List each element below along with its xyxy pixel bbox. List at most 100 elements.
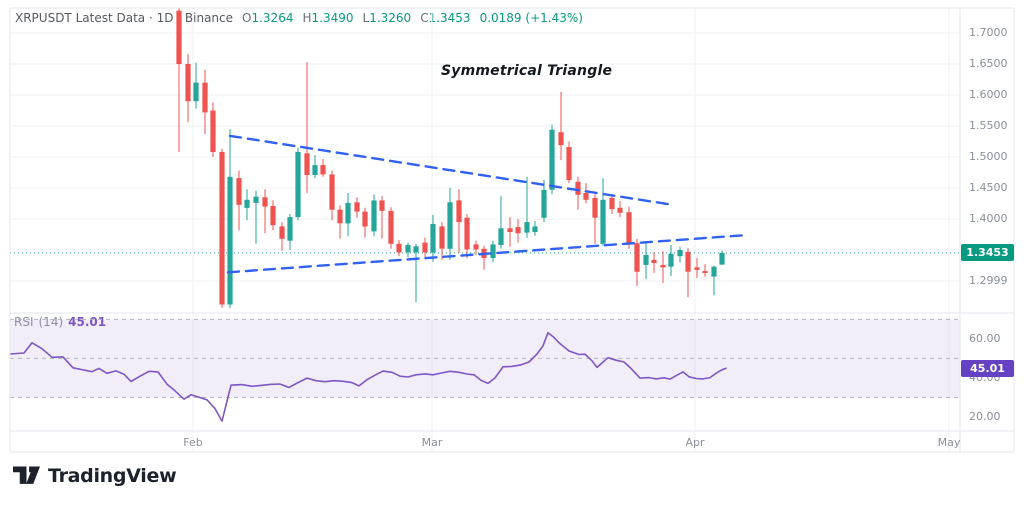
candle-body — [320, 165, 326, 175]
candle-body — [583, 193, 589, 200]
candle-body — [558, 132, 564, 146]
candle-body — [498, 228, 504, 245]
candle-body — [719, 252, 725, 265]
candle-body — [185, 64, 191, 102]
price-tick-label: 1.5500 — [969, 119, 1008, 132]
candle-body — [685, 251, 691, 272]
rsi-tick-label: 20.00 — [969, 410, 1001, 423]
candle-body — [295, 152, 301, 218]
candle-body — [464, 217, 470, 250]
candle-body — [304, 153, 310, 175]
candle-body — [677, 250, 683, 257]
ohlc-item: H 1.3490 — [302, 11, 354, 25]
rsi-value: 45.01 — [68, 315, 106, 329]
candle-body — [244, 199, 250, 208]
candle-body — [507, 228, 513, 232]
candle-body — [447, 202, 453, 249]
candle-body — [202, 82, 208, 113]
candle-body — [660, 264, 666, 268]
rsi-plot-line — [9, 331, 727, 422]
price-tick-label: 1.6000 — [969, 88, 1008, 101]
candle-body — [617, 207, 623, 213]
tradingview-footer[interactable]: TradingView — [13, 464, 177, 487]
month-label: May — [937, 436, 961, 449]
candle-body — [626, 212, 632, 244]
candle-body — [600, 199, 606, 244]
tradingview-logo-icon — [13, 466, 40, 484]
pattern-annotation: Symmetrical Triangle — [441, 63, 613, 79]
candle-body — [532, 226, 538, 232]
chart-border — [9, 7, 1015, 453]
rsi-name: RSI — [14, 315, 34, 329]
candle-body — [253, 196, 259, 203]
candle-body — [362, 211, 368, 227]
month-label: Mar — [421, 436, 443, 449]
rsi-legend[interactable]: RSI (14) 45.01 — [14, 315, 106, 329]
candle-body — [439, 226, 445, 249]
candle-body — [219, 152, 225, 305]
candle-body — [541, 189, 547, 218]
candle-body — [422, 242, 428, 253]
ohlc-item: L 1.3260 — [362, 11, 412, 25]
candle-body — [549, 129, 555, 190]
ohlc-item: C 1.3453 — [420, 11, 471, 25]
price-tick-label: 1.2999 — [969, 274, 1008, 287]
candle-body — [236, 178, 242, 205]
rsi-value-badge: 45.01 — [961, 360, 1014, 377]
candle-body — [388, 210, 394, 244]
candle-body — [694, 267, 700, 270]
price-tick-label: 1.7000 — [969, 26, 1008, 39]
price-tick-label: 1.4500 — [969, 181, 1008, 194]
candle-body — [430, 224, 436, 253]
candle-body — [668, 253, 674, 267]
candle-body — [643, 255, 649, 265]
rsi-tick-label: 60.00 — [969, 332, 1001, 345]
candle-body — [312, 165, 318, 175]
candle-body — [371, 200, 377, 232]
candle-body — [337, 209, 343, 224]
candle-body — [262, 197, 268, 207]
last-price-badge: 1.3453 — [961, 244, 1014, 261]
candle-body — [456, 200, 462, 223]
rsi-period: (14) — [39, 315, 64, 329]
candle-body — [515, 227, 521, 234]
candle-body — [354, 202, 360, 212]
price-tick-label: 1.5000 — [969, 150, 1008, 163]
month-label: Apr — [685, 436, 705, 449]
candle-body — [575, 181, 581, 195]
candle-body — [592, 197, 598, 218]
candle-body — [193, 82, 199, 102]
tradingview-brand-text: TradingView — [48, 464, 177, 487]
candle-body — [566, 147, 572, 180]
trendline-lower[interactable] — [226, 233, 748, 274]
candle-body — [287, 217, 293, 241]
candle-body — [651, 259, 657, 263]
candle-body — [227, 176, 233, 305]
ohlc-item: O 1.3264 — [242, 11, 294, 25]
candle-body — [210, 110, 216, 152]
candle-body — [711, 266, 717, 277]
candle-body — [279, 226, 285, 239]
candle-body — [609, 197, 615, 210]
candle-body — [490, 244, 496, 258]
candle-body — [413, 246, 419, 253]
change-value: 0.0189 (+1.43%) — [479, 11, 583, 25]
price-tick-label: 1.6500 — [969, 57, 1008, 70]
candle-body — [379, 200, 385, 211]
candle-body — [176, 10, 182, 64]
candle-body — [329, 174, 335, 210]
trendline-upper[interactable] — [228, 134, 670, 206]
candle-body — [634, 243, 640, 272]
candle-body — [702, 271, 708, 273]
candle-body — [270, 206, 276, 226]
candle-body — [473, 244, 479, 250]
candle-body — [524, 222, 530, 233]
ohlc-values: O 1.3264 H 1.3490 L 1.3260 C 1.3453 — [242, 11, 471, 25]
price-tick-label: 1.4000 — [969, 212, 1008, 225]
candle-body — [405, 245, 411, 253]
candle-body — [345, 202, 351, 224]
month-label: Feb — [183, 436, 203, 449]
candle-body — [396, 243, 402, 253]
